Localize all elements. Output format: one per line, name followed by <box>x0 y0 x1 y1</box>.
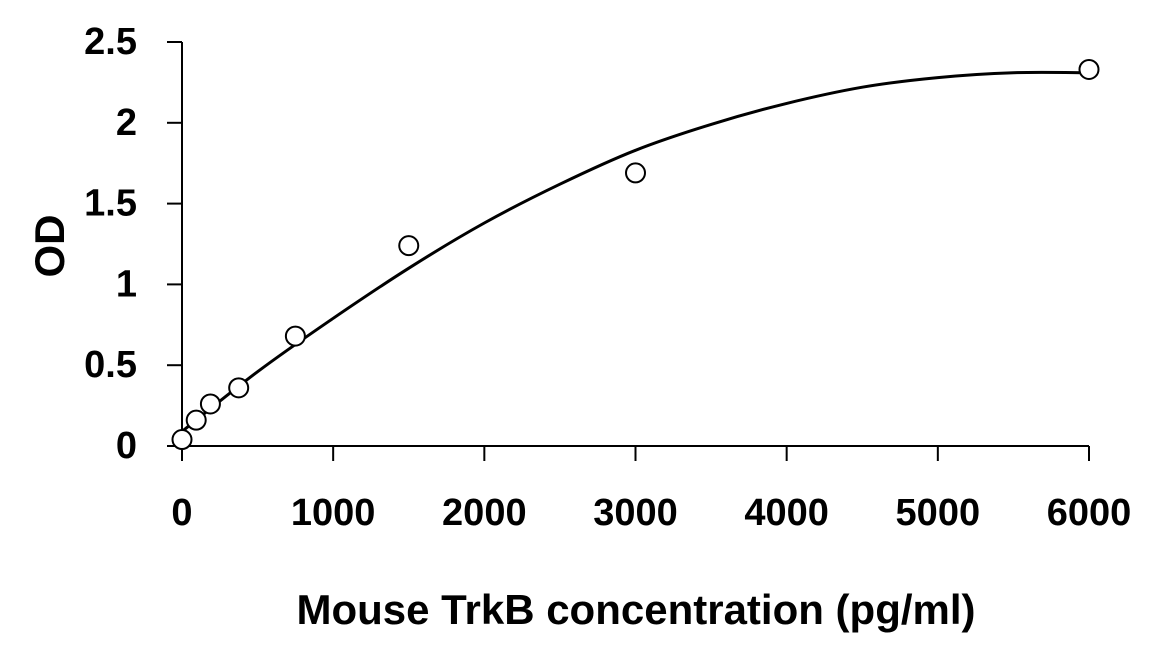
data-point <box>398 235 420 257</box>
y-tick-label: 1.5 <box>84 183 137 225</box>
y-tick-label: 0.5 <box>84 344 137 386</box>
axes <box>181 42 1089 447</box>
data-point <box>199 393 221 415</box>
data-point <box>1078 58 1100 80</box>
x-tick-label: 0 <box>171 492 192 534</box>
x-ticks: 0 1000 2000 3000 4000 5000 6000 <box>171 446 1131 534</box>
data-point <box>185 409 207 431</box>
data-point <box>171 429 193 451</box>
x-tick-label: 6000 <box>1047 492 1132 534</box>
data-points-layer <box>171 58 1100 451</box>
y-tick-label: 2.5 <box>84 21 137 63</box>
y-tick-label: 1 <box>116 263 137 305</box>
y-axis-title: OD <box>26 215 73 278</box>
x-tick-label: 5000 <box>896 492 981 534</box>
data-point <box>284 325 306 347</box>
y-tick-label: 0 <box>116 425 137 467</box>
fit-curve-line <box>181 70 1090 433</box>
y-ticks: 0 0.5 1 1.5 2 2.5 <box>84 21 182 467</box>
x-tick-label: 3000 <box>593 492 678 534</box>
x-axis-title: Mouse TrkB concentration (pg/ml) <box>296 586 975 633</box>
fit-curve-layer <box>181 70 1090 433</box>
y-tick-label: 2 <box>116 102 137 144</box>
x-tick-label: 4000 <box>744 492 829 534</box>
data-point <box>228 377 250 399</box>
x-tick-label: 1000 <box>291 492 376 534</box>
data-point <box>625 162 646 184</box>
x-tick-label: 2000 <box>442 492 527 534</box>
